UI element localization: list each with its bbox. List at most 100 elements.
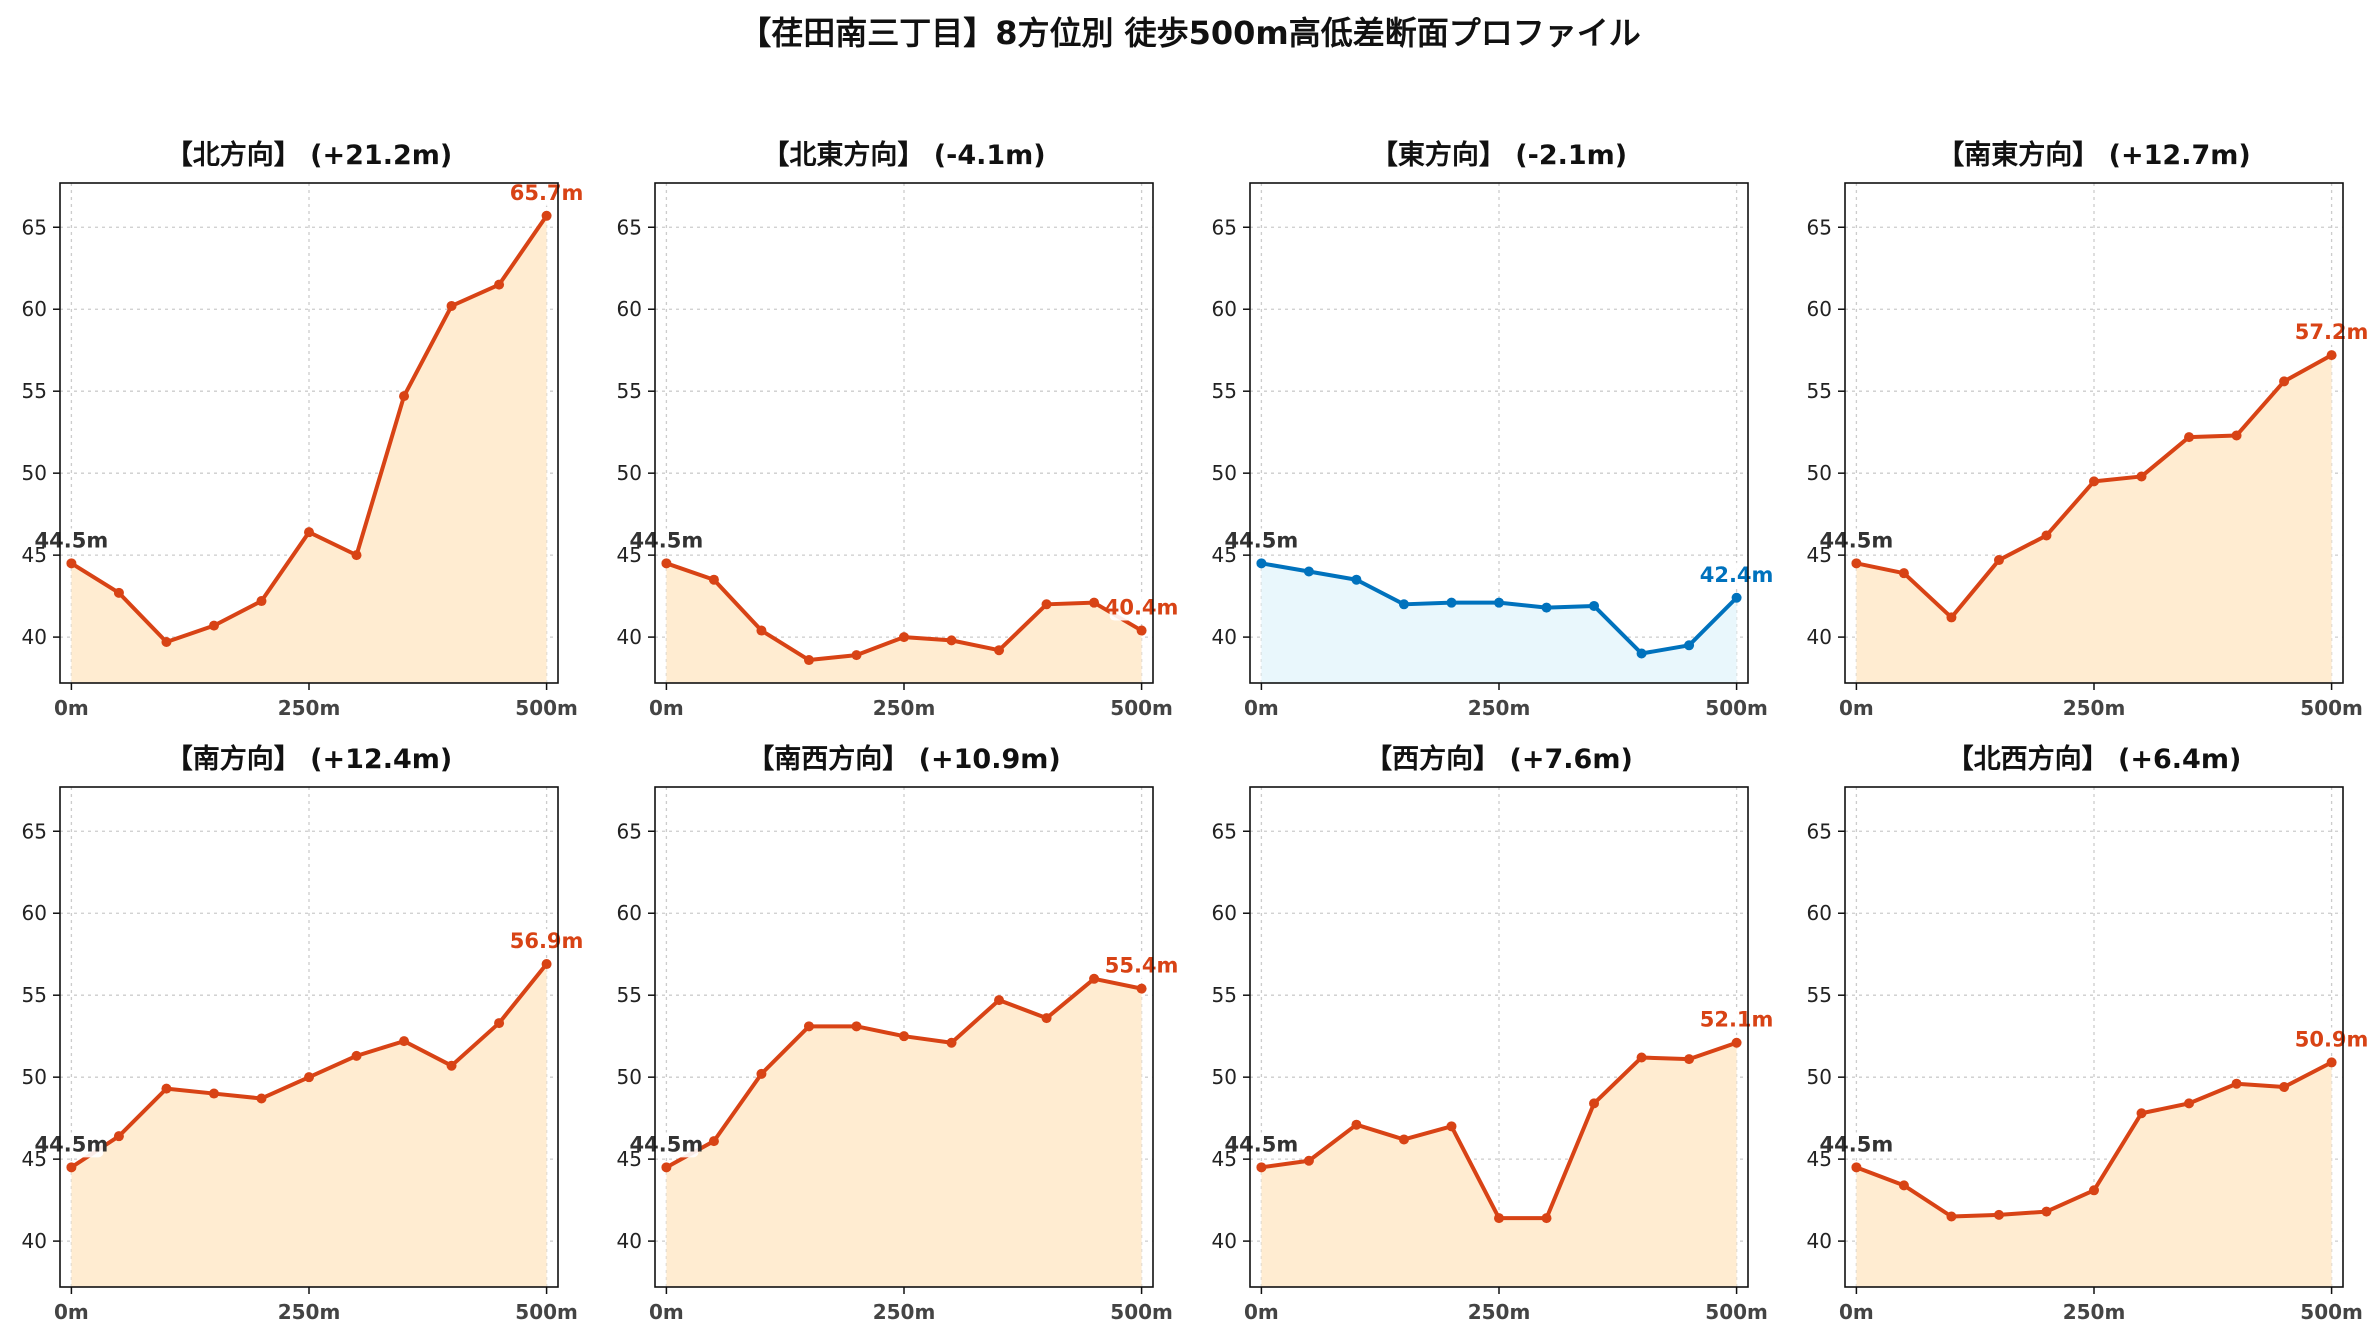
data-point xyxy=(1089,597,1100,608)
y-tick-label: 40 xyxy=(22,625,47,649)
data-point xyxy=(494,1018,505,1029)
data-point xyxy=(1684,640,1695,651)
data-point xyxy=(113,587,124,598)
end-label-bg xyxy=(1109,953,1174,979)
end-label-bg xyxy=(514,929,579,955)
y-tick-label: 65 xyxy=(1212,215,1237,239)
data-point xyxy=(1851,558,1862,569)
area-fill xyxy=(71,964,547,1287)
x-tick-label: 250m xyxy=(1468,696,1531,720)
y-tick-label: 50 xyxy=(22,1065,47,1089)
x-tick-label: 0m xyxy=(1839,1300,1874,1324)
data-point xyxy=(351,1050,362,1061)
panel-8: 【北西方向】 (+6.4m) 44.5m 50.9m 40 45 50 55 60 65 0m 25… xyxy=(1807,743,2369,1324)
data-point xyxy=(304,1072,314,1083)
panel-grid: 【北方向】 (+21.2m) 44.5m 65.7m 40 45 50 55 60 65 0m 25… xyxy=(22,139,2369,1324)
x-tick-label: 0m xyxy=(1244,1300,1279,1324)
data-point xyxy=(1541,602,1552,613)
start-label: 44.5m xyxy=(35,528,109,552)
panel-6: 【南西方向】 (+10.9m) 44.5m 55.4m 40 45 50 55 60 65 0m 2… xyxy=(617,743,1179,1324)
end-label-bg xyxy=(1704,1007,1769,1033)
x-tick-label: 250m xyxy=(278,1300,341,1324)
panel-title: 【南方向】 (+12.4m) xyxy=(166,743,452,775)
panel-title: 【東方向】 (-2.1m) xyxy=(1371,139,1627,171)
y-tick-label: 65 xyxy=(22,819,47,843)
data-point xyxy=(1398,1134,1409,1145)
x-tick-label: 250m xyxy=(873,696,936,720)
x-tick-label: 250m xyxy=(873,1300,936,1324)
data-point xyxy=(1256,558,1267,569)
end-label-bg xyxy=(2299,1027,2364,1053)
panel-title: 【西方向】 (+7.6m) xyxy=(1365,743,1633,775)
data-point xyxy=(1589,600,1600,611)
x-tick-label: 250m xyxy=(1468,1300,1531,1324)
data-point xyxy=(803,1021,814,1032)
data-point xyxy=(2136,471,2147,482)
end-label: 50.9m xyxy=(2295,1027,2369,1051)
y-tick-label: 60 xyxy=(617,297,642,321)
data-point xyxy=(113,1131,124,1142)
data-point xyxy=(1351,574,1362,585)
data-point xyxy=(803,655,814,666)
data-point xyxy=(1136,625,1147,636)
panel-7: 【西方向】 (+7.6m) 44.5m 52.1m 40 45 50 55 60 65 0m 250… xyxy=(1212,743,1774,1324)
y-tick-label: 50 xyxy=(617,461,642,485)
start-label: 44.5m xyxy=(1820,1132,1894,1156)
end-label-bg xyxy=(514,180,579,206)
data-point xyxy=(899,1031,909,1042)
y-tick-label: 40 xyxy=(22,1229,47,1253)
y-tick-label: 45 xyxy=(617,1147,642,1171)
area-fill xyxy=(1856,355,2332,683)
y-tick-label: 50 xyxy=(1212,1065,1237,1089)
data-point xyxy=(708,574,719,585)
data-point xyxy=(2326,350,2337,361)
data-point xyxy=(2231,1078,2242,1089)
data-point xyxy=(1446,1121,1457,1132)
start-label-bg xyxy=(1229,1132,1294,1158)
start-label: 44.5m xyxy=(35,1132,109,1156)
data-point xyxy=(1684,1054,1695,1065)
y-tick-label: 50 xyxy=(1807,1065,1832,1089)
area-fill xyxy=(1856,1062,2332,1287)
data-point xyxy=(2326,1057,2337,1068)
x-tick-label: 500m xyxy=(1705,1300,1768,1324)
data-point xyxy=(446,300,457,311)
y-tick-label: 50 xyxy=(1212,461,1237,485)
data-point xyxy=(1256,1162,1267,1173)
data-point xyxy=(1731,592,1742,603)
end-label: 57.2m xyxy=(2295,320,2369,344)
start-label-bg xyxy=(634,528,699,554)
panel-title: 【南東方向】 (+12.7m) xyxy=(1937,139,2250,171)
data-point xyxy=(851,650,862,661)
y-tick-label: 65 xyxy=(617,819,642,843)
y-tick-label: 60 xyxy=(1807,297,1832,321)
data-point xyxy=(541,959,552,970)
y-tick-label: 45 xyxy=(1212,1147,1237,1171)
x-tick-label: 250m xyxy=(2063,1300,2126,1324)
y-tick-label: 65 xyxy=(1807,215,1832,239)
data-point xyxy=(1993,1209,2004,1220)
data-point xyxy=(851,1021,862,1032)
data-point xyxy=(1851,1162,1862,1173)
data-point xyxy=(1541,1213,1552,1224)
end-label: 55.4m xyxy=(1105,954,1179,978)
data-point xyxy=(256,596,267,607)
data-point xyxy=(1946,612,1957,623)
panel-title: 【北東方向】 (-4.1m) xyxy=(762,139,1045,171)
data-point xyxy=(1494,597,1504,608)
y-tick-label: 40 xyxy=(1212,625,1237,649)
panel-4: 【南東方向】 (+12.7m) 44.5m 57.2m 40 45 50 55 60 65 0m 2… xyxy=(1807,139,2369,720)
data-point xyxy=(2231,430,2242,441)
start-label-bg xyxy=(1824,1132,1889,1158)
y-tick-label: 50 xyxy=(1807,461,1832,485)
data-point xyxy=(756,625,767,636)
data-point xyxy=(1898,1180,1909,1191)
data-point xyxy=(541,210,552,221)
panel-title: 【南西方向】 (+10.9m) xyxy=(747,743,1060,775)
y-tick-label: 65 xyxy=(22,215,47,239)
data-point xyxy=(1089,973,1100,984)
end-label-bg xyxy=(1109,595,1174,621)
y-tick-label: 55 xyxy=(1212,379,1237,403)
x-tick-label: 500m xyxy=(1110,1300,1173,1324)
data-point xyxy=(1946,1211,1957,1222)
